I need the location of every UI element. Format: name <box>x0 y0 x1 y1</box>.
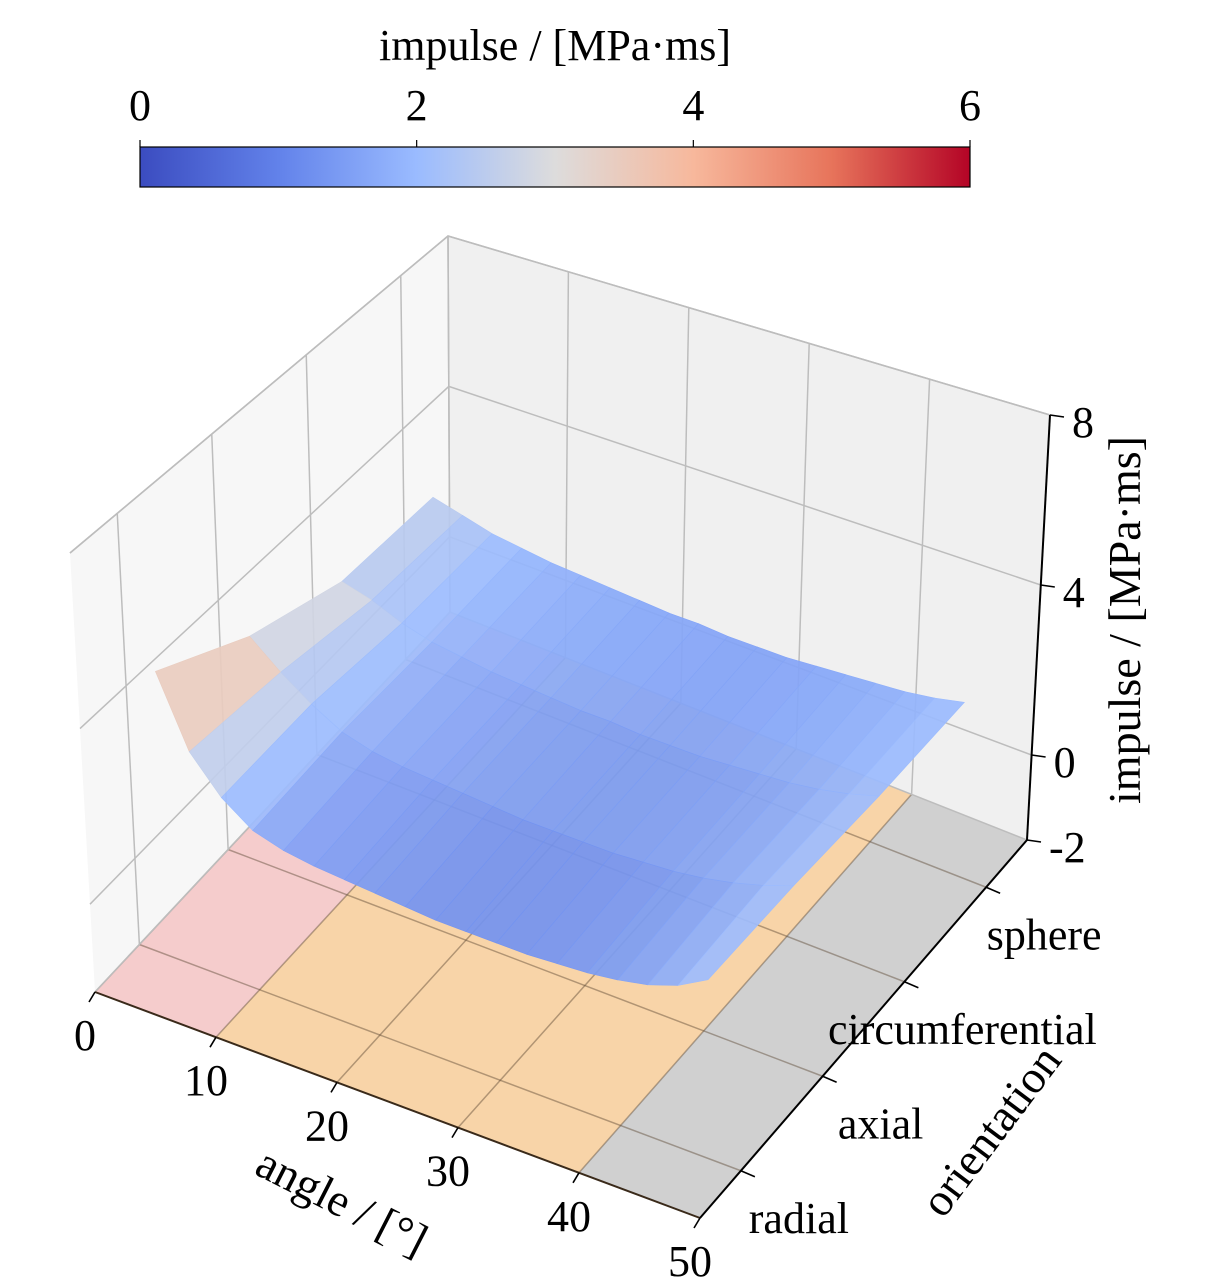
x-tick <box>572 1172 580 1184</box>
gridline-x-floor <box>578 793 913 1174</box>
x-tick-label: 40 <box>547 1192 591 1241</box>
y-tick <box>904 981 919 989</box>
y-tick-label: circumferential <box>828 1005 1097 1054</box>
colorbar-title: impulse / [MPa·ms] <box>379 21 731 70</box>
gridline-y-floor <box>139 943 742 1172</box>
y-tick <box>740 1170 756 1178</box>
left-pane <box>70 236 450 992</box>
z-tick-label: 0 <box>1054 738 1076 787</box>
y-tick <box>985 886 1001 894</box>
gridline-y-floor <box>227 848 823 1077</box>
y-tick-label: sphere <box>987 910 1102 959</box>
z-tick <box>1031 754 1046 758</box>
colorbar: impulse / [MPa·ms] 0 2 4 6 <box>129 21 981 188</box>
gridline-z <box>79 385 1042 730</box>
gridline-z <box>69 235 1051 554</box>
colorbar-gradient <box>139 146 971 188</box>
x-tick <box>88 991 96 1003</box>
colorbar-tick-label: 6 <box>959 81 981 130</box>
x-tick <box>451 1127 459 1139</box>
z-axis-line <box>1026 414 1051 841</box>
z-tick <box>1049 414 1065 418</box>
z-axis-title: impulse / [MPa·ms] <box>1099 436 1150 804</box>
x-tick-label: 50 <box>668 1237 712 1284</box>
x-axis-title: angle / [°] <box>248 1137 435 1266</box>
x-tick <box>330 1081 338 1093</box>
x-tick-label: 20 <box>305 1101 349 1150</box>
x-tick-label: 30 <box>426 1147 470 1196</box>
x-tick <box>209 1036 217 1048</box>
colorbar-tick-label: 4 <box>682 81 704 130</box>
x-tick-label: 10 <box>184 1056 228 1105</box>
z-tick <box>1026 839 1042 843</box>
z-tick-label: 8 <box>1072 398 1094 447</box>
colorbar-tick-label: 2 <box>406 81 428 130</box>
floor-region <box>579 794 1027 1218</box>
colorbar-tick-label: 0 <box>129 81 151 130</box>
z-tick-label: -2 <box>1049 823 1086 872</box>
z-tick-label: 4 <box>1063 568 1085 617</box>
y-tick-label: axial <box>838 1099 924 1148</box>
surface-patch <box>677 885 795 986</box>
x-tick-label: 0 <box>74 1011 96 1060</box>
gridline-y-left <box>116 513 141 945</box>
back-pane <box>448 236 1050 840</box>
x-axis-line <box>94 991 701 1219</box>
y-axis-line <box>699 839 1028 1219</box>
z-tick <box>1040 584 1055 588</box>
y-axis-title: orientation <box>910 1036 1071 1226</box>
y-tick-label: radial <box>749 1194 849 1243</box>
y-tick <box>822 1075 837 1083</box>
x-tick <box>693 1217 701 1229</box>
